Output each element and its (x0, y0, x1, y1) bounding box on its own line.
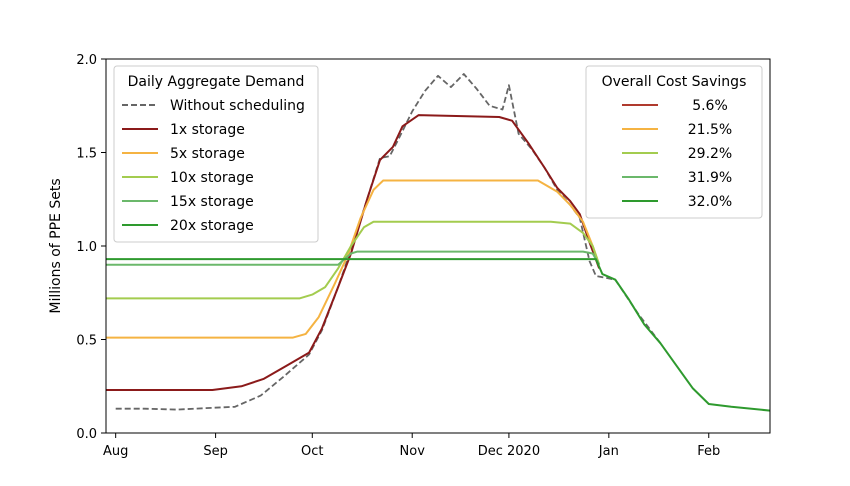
x-axis: Aug Sep Oct Nov Dec 2020 Jan Feb (103, 433, 720, 459)
legend-frame (113, 65, 319, 243)
series-line-20x-storage (106, 258, 770, 412)
legend-entry-label: 1x storage (170, 122, 245, 138)
x-tick-label: Aug (103, 444, 128, 459)
legend-entry-label: 5.6% (692, 98, 728, 114)
y-tick-label: 2.0 (76, 53, 97, 68)
legend-entry-label: 10x storage (170, 170, 254, 186)
y-tick-label: 0.5 (76, 334, 97, 349)
y-tick-label: 1.0 (76, 240, 97, 255)
y-tick-label: 1.5 (76, 147, 97, 162)
legend-title: Overall Cost Savings (602, 74, 747, 90)
plot-area (106, 73, 770, 412)
legend-title: Daily Aggregate Demand (128, 74, 305, 90)
series-line-5x-storage (106, 179, 601, 339)
x-tick-label: Dec 2020 (478, 444, 540, 459)
legend-demand: Daily Aggregate Demand Without scheduling… (113, 65, 319, 243)
legend-entry-label: 31.9% (688, 170, 732, 186)
x-tick-label: Feb (697, 444, 720, 459)
series-line-without-scheduling (115, 73, 662, 411)
y-axis: 0.0 0.5 1.0 1.5 2.0 (76, 53, 106, 442)
legend-entry-label: 32.0% (688, 194, 732, 210)
series-layer (106, 73, 770, 412)
x-tick-label: Sep (203, 444, 228, 459)
x-tick-label: Nov (400, 444, 426, 459)
legend-entry-label: 15x storage (170, 194, 254, 210)
legend-entry-label: Without scheduling (170, 98, 305, 114)
legend-entry-label: 5x storage (170, 146, 245, 162)
series-line-15x-storage (106, 250, 601, 266)
y-tick-label: 0.0 (76, 427, 97, 442)
series-line-10x-storage (106, 220, 601, 300)
y-axis-label: Millions of PPE Sets (48, 178, 64, 313)
legend-entry-label: 21.5% (688, 122, 732, 138)
legend-entry-label: 20x storage (170, 218, 254, 234)
series-line-1x-storage (106, 114, 601, 391)
legend-entry-label: 29.2% (688, 146, 732, 162)
legend-cost-savings: Overall Cost Savings 5.6% 21.5% 29.2% 31.9% 3… (585, 65, 763, 219)
x-tick-label: Oct (301, 444, 323, 459)
x-tick-label: Jan (598, 444, 619, 459)
